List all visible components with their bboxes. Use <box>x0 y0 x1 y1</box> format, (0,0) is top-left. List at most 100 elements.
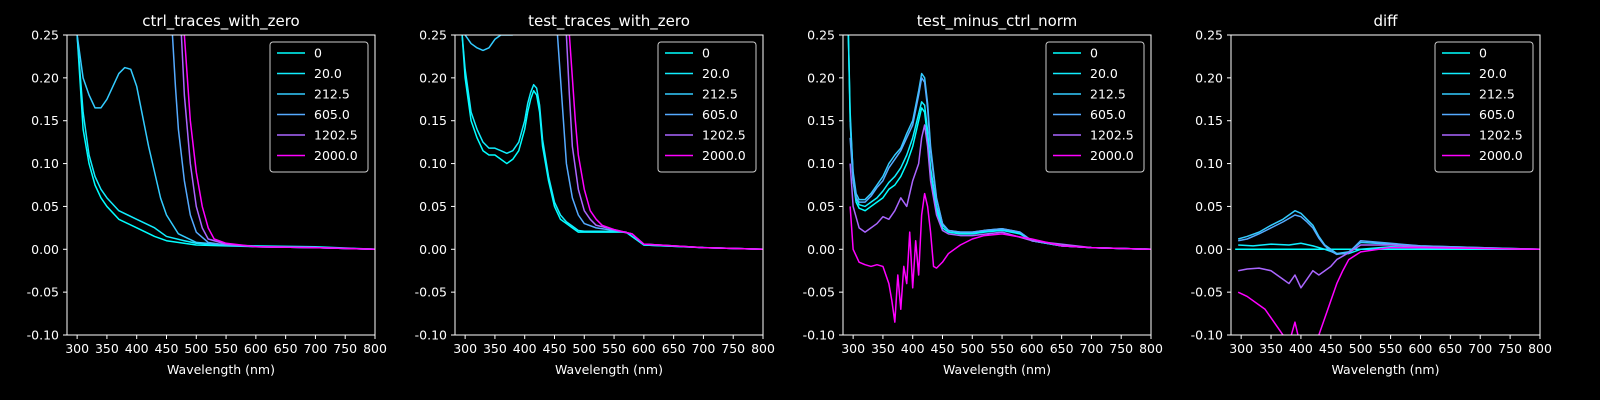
x-tick-label: 450 <box>543 341 567 356</box>
series-line-6 <box>849 192 1151 323</box>
y-tick-label: 0.25 <box>1195 28 1223 43</box>
x-tick-label: 800 <box>751 341 775 356</box>
y-tick-label: 0.05 <box>807 199 835 214</box>
legend-label: 212.5 <box>702 87 738 102</box>
x-tick-label: 600 <box>1020 341 1044 356</box>
x-tick-label: 650 <box>1050 341 1074 356</box>
x-axis-label: Wavelength (nm) <box>555 362 663 377</box>
y-tick-label: 0.00 <box>1195 242 1223 257</box>
legend-label: 605.0 <box>1090 107 1126 122</box>
legend-label: 0 <box>314 46 322 61</box>
series-line-4 <box>849 77 1151 251</box>
y-tick-label: 0.10 <box>1195 156 1223 171</box>
x-tick-label: 400 <box>513 341 537 356</box>
plot-frame <box>1230 34 1541 336</box>
x-tick-label: 800 <box>1139 341 1163 356</box>
plot-frame <box>66 34 376 336</box>
x-tick-label: 800 <box>1528 341 1552 356</box>
legend-label: 20.0 <box>702 66 730 81</box>
legend-label: 1202.5 <box>702 128 746 143</box>
y-tick-label: 0.20 <box>1195 70 1223 85</box>
legend-box <box>269 41 369 173</box>
y-tick-label: 0.20 <box>807 70 835 85</box>
y-tick-label: 0.10 <box>419 156 447 171</box>
plot-frame <box>454 34 764 336</box>
x-tick-label: 450 <box>1319 341 1343 356</box>
chart-title: ctrl_traces_with_zero <box>142 12 299 31</box>
x-tick-label: 450 <box>155 341 179 356</box>
x-tick-label: 800 <box>363 341 387 356</box>
y-tick-label: -0.05 <box>415 285 447 300</box>
y-tick-label: -0.10 <box>415 328 447 343</box>
y-tick-label: 0.05 <box>31 199 59 214</box>
x-tick-label: 500 <box>1349 341 1373 356</box>
legend-label: 2000.0 <box>314 148 358 163</box>
legend: 0 20.0 212.5 605.0 1202.5 2000.0 <box>1045 41 1145 173</box>
legend-label: 605.0 <box>1479 107 1515 122</box>
y-tick-label: 0.25 <box>807 28 835 43</box>
y-tick-label: 0.25 <box>419 28 447 43</box>
y-tick-label: -0.05 <box>803 285 835 300</box>
series-line-1 <box>461 35 763 251</box>
series-line-3 <box>1237 209 1540 255</box>
x-tick-label: 450 <box>931 341 955 356</box>
x-tick-label: 700 <box>303 341 327 356</box>
x-axis-label: Wavelength (nm) <box>1332 362 1440 377</box>
series-line-5 <box>849 124 1151 251</box>
x-axis-label: Wavelength (nm) <box>167 362 275 377</box>
x-tick-label: 500 <box>572 341 596 356</box>
x-tick-label: 500 <box>184 341 208 356</box>
y-tick-label: 0.15 <box>419 113 447 128</box>
legend-label: 20.0 <box>314 66 342 81</box>
y-tick-label: 0.15 <box>31 113 59 128</box>
x-tick-label: 650 <box>662 341 686 356</box>
legend-label: 605.0 <box>702 107 738 122</box>
series-group <box>461 35 763 251</box>
y-tick-label: -0.05 <box>27 285 59 300</box>
x-tick-label: 300 <box>1229 341 1253 356</box>
chart-title: test_minus_ctrl_norm <box>917 12 1078 31</box>
y-tick-label: 0.00 <box>419 242 447 257</box>
x-tick-label: 650 <box>274 341 298 356</box>
series-line-2 <box>847 35 1151 251</box>
legend-label: 212.5 <box>1479 87 1515 102</box>
legend-label: 2000.0 <box>1090 148 1134 163</box>
x-tick-label: 550 <box>214 341 238 356</box>
x-axis-label: Wavelength (nm) <box>943 362 1051 377</box>
x-tick-label: 600 <box>244 341 268 356</box>
legend-label: 212.5 <box>314 87 350 102</box>
y-tick-label: 0.00 <box>31 242 59 257</box>
plot-frame <box>842 34 1152 336</box>
x-tick-label: 350 <box>1259 341 1283 356</box>
x-tick-label: 750 <box>721 341 745 356</box>
series-line-3 <box>76 35 375 251</box>
y-tick-label: -0.05 <box>1191 285 1223 300</box>
chart-title: test_traces_with_zero <box>528 12 690 31</box>
x-tick-label: 750 <box>333 341 357 356</box>
legend-box <box>657 41 757 173</box>
y-tick-label: -0.10 <box>27 328 59 343</box>
series-line-6 <box>1237 246 1540 335</box>
y-tick-label: 0.15 <box>1195 113 1223 128</box>
series-line-3 <box>464 35 513 52</box>
legend-label: 20.0 <box>1479 66 1507 81</box>
y-tick-label: 0.05 <box>1195 199 1223 214</box>
y-tick-label: 0.00 <box>807 242 835 257</box>
x-tick-label: 700 <box>1468 341 1492 356</box>
legend-label: 0 <box>1479 46 1487 61</box>
x-tick-label: 300 <box>453 341 477 356</box>
x-tick-label: 350 <box>95 341 119 356</box>
y-tick-label: -0.10 <box>1191 328 1223 343</box>
legend-label: 1202.5 <box>1479 128 1523 143</box>
legend: 0 20.0 212.5 605.0 1202.5 2000.0 <box>1434 41 1534 173</box>
x-tick-label: 750 <box>1109 341 1133 356</box>
series-group <box>76 35 375 251</box>
series-line-1 <box>847 35 1151 251</box>
x-tick-label: 400 <box>1289 341 1313 356</box>
x-tick-label: 550 <box>990 341 1014 356</box>
legend-label: 1202.5 <box>1090 128 1134 143</box>
x-tick-label: 600 <box>632 341 656 356</box>
legend-label: 1202.5 <box>314 128 358 143</box>
legend-box <box>1045 41 1145 173</box>
